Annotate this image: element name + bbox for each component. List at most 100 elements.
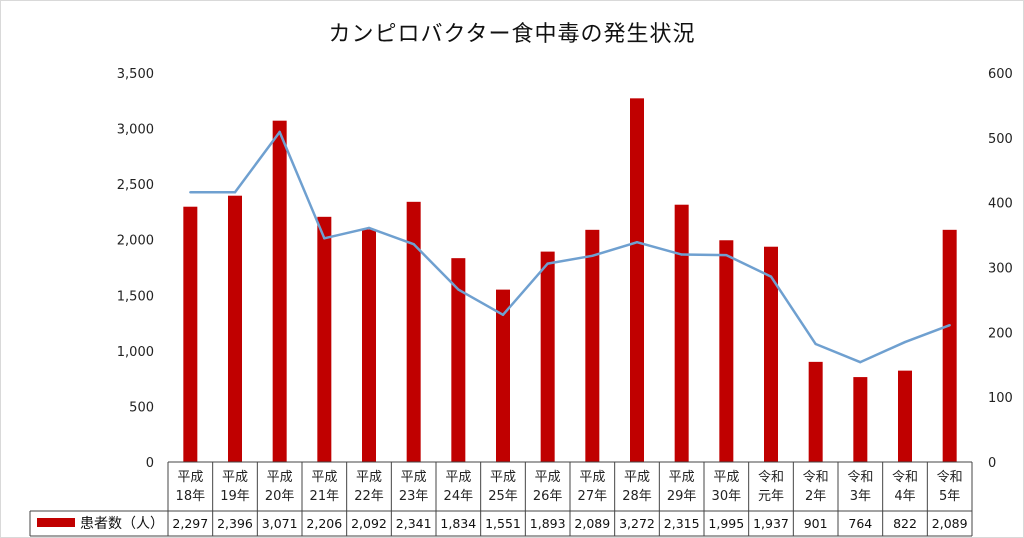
line-point: [591, 254, 594, 258]
line-point: [546, 262, 549, 265]
x-tick-label: 26年: [533, 489, 563, 504]
x-tick-label: 平成: [445, 470, 471, 485]
line-point: [680, 253, 683, 256]
x-tick-label: 平成: [579, 470, 605, 485]
x-tick-label: 平成: [713, 470, 739, 485]
bar: [808, 361, 823, 462]
data-value-label: 2,092: [351, 516, 387, 531]
x-tick-label: 平成: [624, 470, 650, 485]
y-left-tick-label: 500: [129, 400, 154, 415]
bar: [362, 229, 376, 462]
x-tick-label: 平成: [535, 470, 561, 485]
x-tick-label: 18年: [176, 489, 206, 504]
y-right-tick-label: 200: [988, 326, 1013, 341]
data-value-label: 2,297: [172, 516, 208, 531]
x-tick-label: 令和: [847, 470, 873, 485]
data-value-label: 901: [804, 516, 828, 531]
bar: [674, 204, 689, 462]
x-tick-label: 平成: [311, 470, 337, 485]
y-right-tick-label: 600: [988, 67, 1013, 82]
line-point: [769, 275, 773, 278]
bar: [853, 377, 868, 462]
y-right-tick-label: 100: [988, 391, 1013, 406]
y-left-tick-label: 3,500: [117, 67, 154, 82]
data-value-label: 1,937: [753, 516, 789, 531]
bar: [764, 246, 778, 462]
line-point: [323, 237, 326, 240]
data-value-label: 1,551: [485, 516, 521, 531]
data-value-label: 2,089: [574, 516, 610, 531]
y-right-tick-label: 400: [988, 197, 1013, 212]
x-tick-label: 令和: [937, 470, 963, 485]
line-point: [367, 226, 371, 230]
bar: [942, 229, 957, 462]
x-tick-label: 平成: [490, 470, 516, 485]
x-tick-label: 平成: [222, 470, 248, 485]
x-tick-label: 令和: [892, 470, 918, 485]
data-value-label: 1,893: [530, 516, 566, 531]
x-tick-label: 25年: [488, 489, 518, 504]
y-left-tick-label: 1,000: [117, 345, 154, 360]
y-left-tick-label: 2,000: [117, 234, 154, 249]
legend-swatch: [37, 518, 75, 527]
data-value-label: 2,206: [306, 516, 342, 531]
line-point: [814, 342, 817, 346]
bar: [496, 289, 510, 462]
line-point: [725, 253, 728, 257]
bar: [585, 229, 600, 462]
x-tick-label: 24年: [444, 489, 474, 504]
bar: [630, 98, 644, 462]
data-value-label: 2,396: [217, 516, 253, 531]
x-tick-label: 23年: [399, 489, 429, 504]
series-line: [190, 130, 951, 364]
data-value-label: 764: [848, 516, 872, 531]
y-left-tick-label: 0: [146, 456, 154, 471]
data-value-label: 1,995: [708, 516, 744, 531]
bar: [719, 240, 734, 462]
line-point: [948, 324, 951, 327]
x-tick-label: 元年: [758, 489, 784, 504]
line-point: [189, 191, 192, 194]
x-tick-label: 3年: [850, 489, 871, 504]
bar: [183, 206, 198, 462]
line-point: [278, 130, 281, 134]
bar: [228, 195, 242, 462]
x-tick-label: 平成: [356, 470, 382, 485]
x-tick-label: 28年: [622, 489, 652, 504]
line-point: [501, 313, 505, 317]
chart-title: カンピロバクター食中毒の発生状況: [328, 22, 696, 47]
x-tick-label: 21年: [310, 489, 340, 504]
x-tick-label: 令和: [803, 470, 829, 485]
x-tick-label: 30年: [712, 489, 742, 504]
x-tick-label: 令和: [758, 470, 784, 485]
bar: [317, 216, 332, 462]
data-value-label: 822: [893, 516, 917, 531]
line-point: [859, 360, 862, 364]
bar: [540, 251, 555, 462]
x-tick-label: 5年: [939, 489, 960, 504]
x-tick-label: 27年: [578, 489, 608, 504]
x-tick-label: 22年: [354, 489, 384, 504]
bar: [406, 201, 421, 462]
bar: [451, 258, 466, 462]
data-value-label: 2,315: [664, 516, 700, 531]
line-point: [233, 191, 237, 194]
x-tick-label: 19年: [220, 489, 250, 504]
x-tick-label: 平成: [177, 470, 203, 485]
bar: [898, 370, 912, 462]
x-tick-label: 20年: [265, 489, 295, 504]
x-tick-label: 平成: [669, 470, 695, 485]
y-left-tick-label: 3,000: [117, 123, 154, 138]
y-right-tick-label: 500: [988, 132, 1013, 147]
x-tick-label: 2年: [805, 489, 826, 504]
x-tick-label: 29年: [667, 489, 697, 504]
x-tick-label: 平成: [401, 470, 427, 485]
data-value-label: 3,272: [619, 516, 655, 531]
y-right-tick-label: 300: [988, 262, 1013, 277]
line-point: [457, 288, 460, 291]
line-point: [903, 340, 907, 344]
data-value-label: 2,089: [932, 516, 968, 531]
data-value-label: 1,834: [440, 516, 476, 531]
x-tick-label: 4年: [894, 489, 915, 504]
